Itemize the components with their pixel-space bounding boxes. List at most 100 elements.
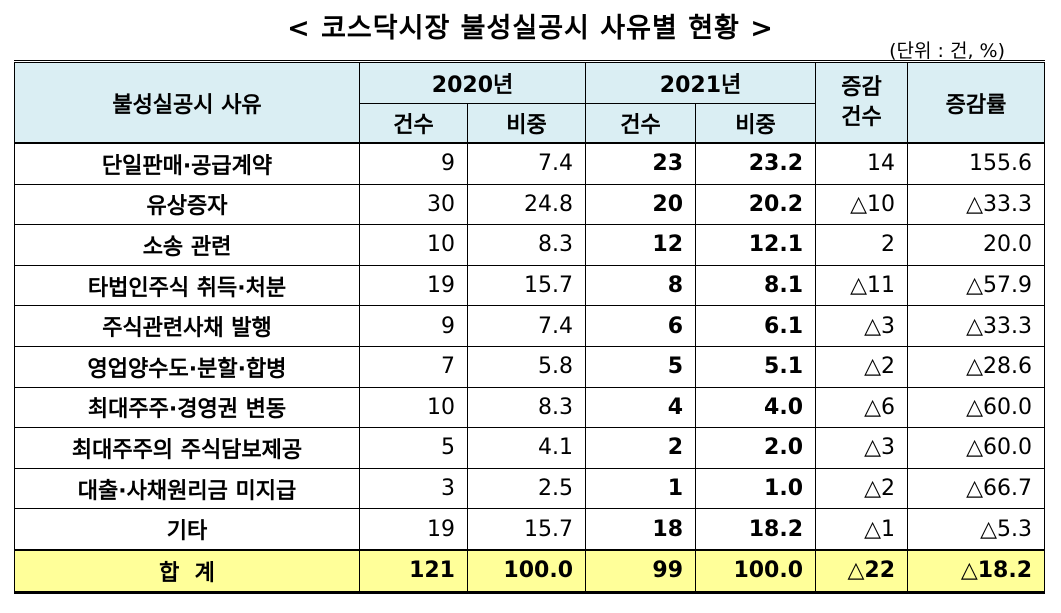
count-2021-cell: 5 bbox=[585, 345, 697, 388]
header-2021-ratio: 비중 bbox=[695, 103, 817, 144]
table-row: 기타 19 15.7 18 18.2 △1 △5.3 bbox=[14, 508, 1046, 551]
total-change-count: △22 bbox=[815, 548, 909, 593]
ratio-2020-cell: 2.5 bbox=[466, 467, 587, 510]
header-2021-count: 건수 bbox=[585, 103, 697, 144]
header-2020-count: 건수 bbox=[359, 103, 468, 144]
change-count-cell: △11 bbox=[815, 264, 909, 307]
table-row: 영업양수도·분할·합병 7 5.8 5 5.1 △2 △28.6 bbox=[14, 345, 1046, 388]
count-2020-cell: 5 bbox=[359, 427, 468, 469]
total-label: 합 계 bbox=[14, 548, 360, 593]
count-2021-cell: 2 bbox=[585, 427, 697, 469]
reason-cell: 단일판매·공급계약 bbox=[14, 142, 360, 185]
count-2020-cell: 3 bbox=[359, 467, 468, 510]
header-2020: 2020년 bbox=[358, 61, 587, 104]
header-change-rate: 증감률 bbox=[907, 61, 1046, 144]
count-2020-cell: 19 bbox=[359, 508, 468, 551]
table-row: 유상증자 30 24.8 20 20.2 △10 △33.3 bbox=[14, 183, 1046, 226]
reason-cell: 대출·사채원리금 미지급 bbox=[14, 467, 360, 510]
change-rate-cell: 155.6 bbox=[907, 142, 1046, 185]
change-rate-cell: △57.9 bbox=[907, 264, 1046, 307]
disclosure-table: 불성실공시 사유 2020년 2021년 증감 건수 증감률 건수 비중 건수 … bbox=[14, 60, 1046, 594]
ratio-2021-cell: 8.1 bbox=[695, 264, 817, 307]
header-reason: 불성실공시 사유 bbox=[14, 61, 360, 144]
change-rate-cell: △60.0 bbox=[907, 386, 1046, 429]
total-2020-ratio: 100.0 bbox=[466, 548, 587, 593]
table-row: 대출·사채원리금 미지급 3 2.5 1 1.0 △2 △66.7 bbox=[14, 467, 1046, 510]
count-2020-cell: 9 bbox=[359, 305, 468, 347]
table-title: < 코스닥시장 불성실공시 사유별 현황 > bbox=[287, 13, 774, 44]
count-2020-cell: 10 bbox=[359, 386, 468, 429]
total-2021-ratio: 100.0 bbox=[695, 548, 817, 593]
count-2020-cell: 9 bbox=[359, 142, 468, 185]
reason-cell: 타법인주식 취득·처분 bbox=[14, 264, 360, 307]
count-2021-cell: 4 bbox=[585, 386, 697, 429]
table-row: 타법인주식 취득·처분 19 15.7 8 8.1 △11 △57.9 bbox=[14, 264, 1046, 307]
count-2021-cell: 20 bbox=[585, 183, 697, 226]
ratio-2020-cell: 5.8 bbox=[466, 345, 587, 388]
ratio-2021-cell: 6.1 bbox=[695, 305, 817, 347]
ratio-2020-cell: 15.7 bbox=[466, 508, 587, 551]
count-2020-cell: 7 bbox=[359, 345, 468, 388]
ratio-2020-cell: 15.7 bbox=[466, 264, 587, 307]
count-2021-cell: 6 bbox=[585, 305, 697, 347]
ratio-2020-cell: 7.4 bbox=[466, 305, 587, 347]
count-2021-cell: 23 bbox=[585, 142, 697, 185]
change-count-cell: 2 bbox=[815, 224, 909, 266]
table-row: 단일판매·공급계약 9 7.4 23 23.2 14 155.6 bbox=[14, 142, 1046, 185]
ratio-2021-cell: 18.2 bbox=[695, 508, 817, 551]
change-count-cell: △1 bbox=[815, 508, 909, 551]
change-rate-cell: △5.3 bbox=[907, 508, 1046, 551]
total-change-rate: △18.2 bbox=[907, 548, 1046, 593]
ratio-2021-cell: 1.0 bbox=[695, 467, 817, 510]
ratio-2020-cell: 4.1 bbox=[466, 427, 587, 469]
ratio-2020-cell: 24.8 bbox=[466, 183, 587, 226]
ratio-2021-cell: 12.1 bbox=[695, 224, 817, 266]
change-count-cell: △10 bbox=[815, 183, 909, 226]
count-2020-cell: 10 bbox=[359, 224, 468, 266]
count-2021-cell: 12 bbox=[585, 224, 697, 266]
ratio-2020-cell: 7.4 bbox=[466, 142, 587, 185]
total-2021-count: 99 bbox=[585, 548, 697, 593]
ratio-2021-cell: 23.2 bbox=[695, 142, 817, 185]
change-rate-cell: 20.0 bbox=[907, 224, 1046, 266]
count-2021-cell: 1 bbox=[585, 467, 697, 510]
ratio-2021-cell: 4.0 bbox=[695, 386, 817, 429]
reason-cell: 최대주주·경영권 변동 bbox=[14, 386, 360, 429]
ratio-2020-cell: 8.3 bbox=[466, 386, 587, 429]
change-count-cell: △2 bbox=[815, 467, 909, 510]
table-row: 최대주주·경영권 변동 10 8.3 4 4.0 △6 △60.0 bbox=[14, 386, 1046, 429]
reason-cell: 유상증자 bbox=[14, 183, 360, 226]
change-count-cell: △2 bbox=[815, 345, 909, 388]
change-rate-cell: △66.7 bbox=[907, 467, 1046, 510]
unit-note: (단위 : 건, %) bbox=[889, 40, 1005, 62]
change-count-cell: △3 bbox=[815, 305, 909, 347]
total-2020-count: 121 bbox=[359, 548, 468, 593]
table-row: 소송 관련 10 8.3 12 12.1 2 20.0 bbox=[14, 224, 1046, 266]
header-change-count: 증감 건수 bbox=[815, 61, 909, 144]
ratio-2021-cell: 2.0 bbox=[695, 427, 817, 469]
reason-cell: 최대주주의 주식담보제공 bbox=[14, 427, 360, 469]
count-2020-cell: 19 bbox=[359, 264, 468, 307]
header-2020-ratio: 비중 bbox=[466, 103, 587, 144]
count-2020-cell: 30 bbox=[359, 183, 468, 226]
reason-cell: 주식관련사채 발행 bbox=[14, 305, 360, 347]
table-row: 주식관련사채 발행 9 7.4 6 6.1 △3 △33.3 bbox=[14, 305, 1046, 347]
count-2021-cell: 18 bbox=[585, 508, 697, 551]
header-change-count-text: 증감 건수 bbox=[841, 74, 882, 130]
change-count-cell: 14 bbox=[815, 142, 909, 185]
change-count-cell: △6 bbox=[815, 386, 909, 429]
table-row: 최대주주의 주식담보제공 5 4.1 2 2.0 △3 △60.0 bbox=[14, 427, 1046, 469]
ratio-2021-cell: 5.1 bbox=[695, 345, 817, 388]
reason-cell: 영업양수도·분할·합병 bbox=[14, 345, 360, 388]
ratio-2021-cell: 20.2 bbox=[695, 183, 817, 226]
change-rate-cell: △28.6 bbox=[907, 345, 1046, 388]
reason-cell: 기타 bbox=[14, 508, 360, 551]
reason-cell: 소송 관련 bbox=[14, 224, 360, 266]
change-rate-cell: △33.3 bbox=[907, 183, 1046, 226]
count-2021-cell: 8 bbox=[585, 264, 697, 307]
total-row: 합 계 121 100.0 99 100.0 △22 △18.2 bbox=[14, 548, 1046, 593]
change-rate-cell: △33.3 bbox=[907, 305, 1046, 347]
change-rate-cell: △60.0 bbox=[907, 427, 1046, 469]
header-2021: 2021년 bbox=[585, 61, 817, 104]
change-count-cell: △3 bbox=[815, 427, 909, 469]
